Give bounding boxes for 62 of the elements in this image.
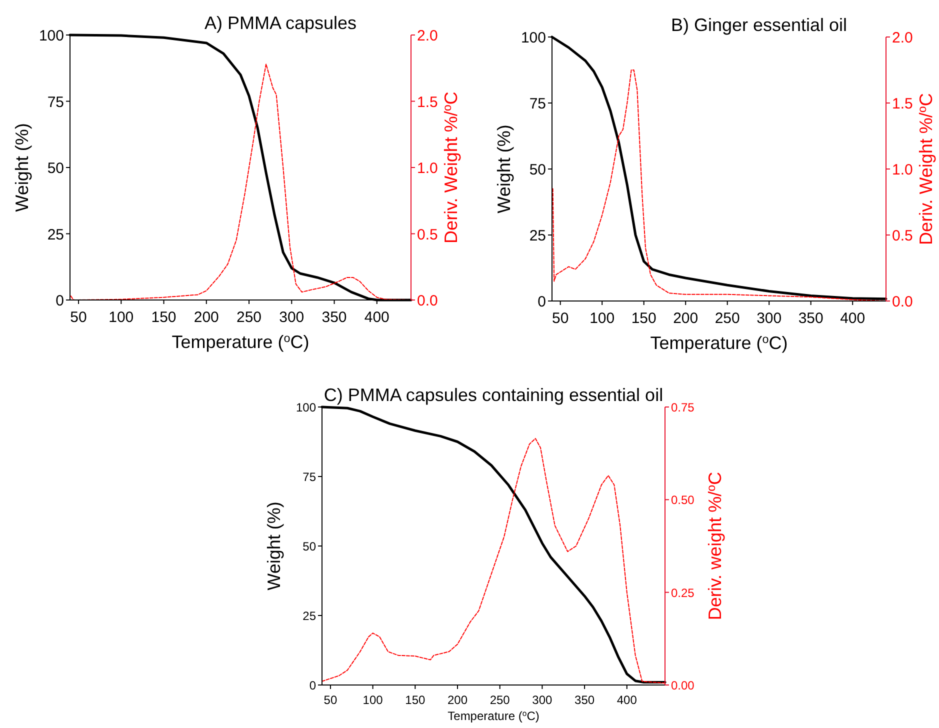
y-tick-label: 0 [538,294,546,311]
y2-tick-label: 0.0 [417,292,438,310]
x-tick-label: 200 [447,693,468,707]
y2-tick-label: 0.25 [671,586,695,600]
y-tick-label: 75 [47,94,64,111]
y-tick-label: 50 [302,540,316,554]
x-tick-label: 300 [532,693,553,707]
x-tick-label: 200 [673,310,698,327]
x-tick-label: 100 [362,693,384,707]
x-tick-label: 50 [70,309,87,326]
y-tick-label: 25 [47,226,64,244]
y-axis-title: Weight (%) [264,502,284,590]
chart-title: A) PMMA capsules [204,13,357,33]
x-tick-label: 100 [590,310,615,327]
x-tick-label: 150 [151,309,176,326]
x-tick-label: 200 [194,309,219,326]
y2-tick-label: 0.00 [671,678,695,693]
x-tick-label: 350 [798,310,824,327]
y-tick-label: 100 [296,400,316,415]
y2-tick-label: 0.0 [892,294,913,311]
y-axis-title: Weight (%) [494,124,514,214]
x-tick-label: 250 [236,309,262,326]
x-tick-label: 50 [324,693,338,707]
x-tick-label: 350 [574,693,595,707]
x-tick-label: 350 [322,309,347,326]
x-tick-label: 100 [108,309,134,326]
y2-tick-label: 2.0 [417,28,438,45]
y-tick-label: 100 [38,28,64,45]
x-tick-label: 400 [616,693,638,707]
y-axis-title: Weight (%) [12,123,32,212]
y-tick-label: 0 [309,678,316,693]
x-tick-label: 150 [405,693,426,707]
x-tick-label: 300 [279,309,304,326]
y-tick-label: 25 [529,228,546,245]
y-tick-label: 100 [520,30,546,47]
y-tick-label: 75 [302,470,316,484]
chart-title: B) Ginger essential oil [670,15,848,35]
y2-tick-label: 2.0 [892,30,913,47]
x-axis-title: Temperature ($^{o}$C) [172,332,310,352]
x-axis-title: Temperature ($^{o}$C) [448,708,540,723]
y2-tick-label: 1.5 [892,96,913,113]
x-tick-label: 250 [714,310,740,327]
x-tick-label: 400 [840,310,866,327]
x-tick-label: 50 [552,310,569,327]
chart-title: C) PMMA capsules containing essential oil [324,385,664,405]
y-tick-label: 75 [529,96,546,113]
y2-tick-label: 0.75 [671,400,695,415]
x-tick-label: 250 [490,693,510,707]
x-tick-label: 150 [631,310,656,327]
x-axis-title: Temperature ($^{o}$C) [650,332,788,353]
y2-tick-label: 0.5 [892,228,913,245]
y2-tick-label: 1.0 [417,160,438,178]
x-tick-label: 300 [756,310,782,327]
x-tick-label: 400 [364,309,390,326]
y2-tick-label: 1.5 [417,94,438,111]
y-tick-label: 50 [529,162,546,179]
y-tick-label: 25 [302,609,316,624]
y2-tick-label: 0.50 [671,493,695,508]
y2-tick-label: 0.5 [417,226,438,244]
y2-tick-label: 1.0 [892,162,913,179]
y-tick-label: 50 [47,160,64,178]
y-tick-label: 0 [56,292,64,310]
